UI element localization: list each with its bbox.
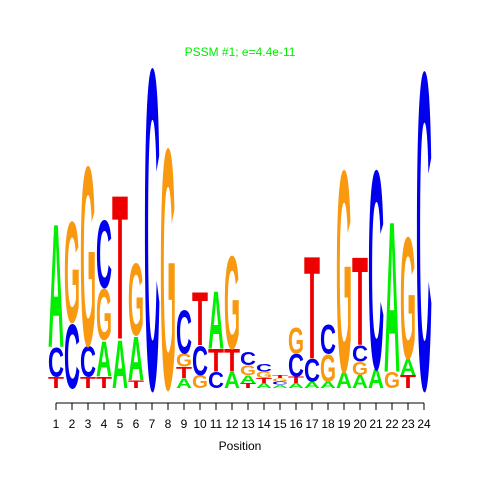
x-tick-label: 11 [210,417,223,431]
letter: A [336,368,352,393]
letter: C [192,339,208,385]
letter: A [176,375,192,391]
letter: C [208,368,224,393]
x-tick-label: 23 [401,417,415,431]
letter: G [80,113,96,401]
letter: A [128,324,144,393]
letter: G [96,275,112,357]
letter: C [304,352,320,388]
letter: T [256,377,272,385]
x-tick-label: 14 [257,417,271,431]
letter: G [352,359,368,380]
letter: T [208,343,224,379]
letter: C [416,0,432,480]
x-tick-label: 13 [241,417,255,431]
letter: C [288,347,304,383]
letter: C [320,317,336,363]
x-tick-label: 12 [225,417,239,431]
x-tick-label: 3 [85,417,92,431]
letter: A [96,332,112,388]
letter: A [224,368,240,393]
letter: T [304,227,320,390]
letter: C [64,307,80,409]
letter: G [320,346,336,390]
x-tick-label: 6 [133,417,140,431]
x-tick-label: 22 [385,417,399,431]
letter: G [256,371,272,381]
x-tick-label: 8 [165,417,172,431]
letter: G [128,242,144,357]
letter: C [240,350,256,370]
letter: A [112,326,128,403]
letter: T [224,343,240,379]
letter: A [352,373,368,393]
letter: T [272,374,289,379]
letter: T [288,375,304,385]
x-tick-label: 20 [353,417,367,431]
letter: T [80,373,97,391]
x-tick-label: 21 [369,417,383,431]
letter: T [192,277,208,361]
letter: G [192,372,208,393]
letter: G [336,112,352,434]
x-tick-label: 5 [117,417,124,431]
x-tick-label: 2 [69,417,76,431]
letter: T [240,382,256,390]
letter: A [320,380,336,390]
letter: T [176,363,193,381]
x-tick-label: 10 [193,417,207,431]
letter: A [208,273,224,366]
letter: A [256,382,272,390]
x-tick-label: 9 [181,417,188,431]
letter: T [400,372,416,392]
x-tick-label: 24 [417,417,431,431]
letter: A [272,384,289,389]
letter: T [352,233,368,373]
letter: A [400,354,416,379]
letter: T [48,373,65,391]
x-tick-label: 4 [101,417,108,431]
chart-title: PSSM #1; e=4.4e-11 [185,45,296,59]
letter: C [368,112,384,429]
letter: G [224,230,240,378]
letter: C [80,339,96,387]
letter: A [288,382,304,390]
letter: C [272,381,289,386]
letter: C [48,340,64,386]
x-tick-label: 19 [337,417,351,431]
letter: A [48,187,64,385]
letter: C [96,201,112,308]
letter: G [384,367,400,393]
letter: C [176,297,192,366]
letter: T [96,373,113,391]
letter: G [176,351,192,372]
x-tick-label: 16 [289,417,303,431]
x-tick-label: 18 [321,417,335,431]
letter: A [384,177,400,418]
x-tick-label: 7 [149,417,156,431]
letter: C [256,361,272,374]
x-tick-label: 1 [53,417,60,431]
letter: A [368,364,384,395]
letter: G [272,378,288,383]
letter: G [160,77,176,461]
letter: A [240,373,256,386]
letter: G [288,321,304,362]
letter: T [128,378,145,390]
x-axis-label: Position [219,439,262,453]
letter: C [144,0,160,480]
letter: T [112,153,128,383]
letter: G [240,362,256,378]
letter: G [64,192,80,353]
letter: A [304,380,320,390]
letter: C [352,341,368,366]
x-tick-label: 15 [273,417,287,431]
x-tick-label: 17 [305,417,319,431]
letter: G [400,202,416,396]
